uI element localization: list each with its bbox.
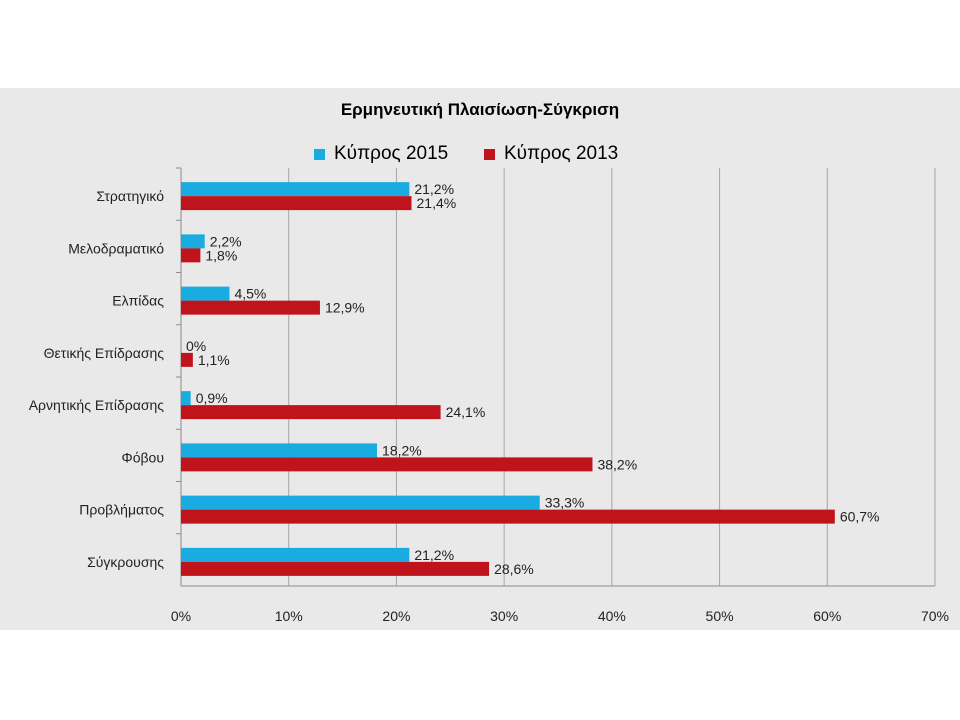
category-label: Σύγκρουσης xyxy=(87,554,164,570)
x-tick-label: 30% xyxy=(490,608,518,624)
data-label: 28,6% xyxy=(494,561,534,577)
x-tick-label: 70% xyxy=(921,608,949,624)
bar-2015 xyxy=(181,495,540,510)
category-label: Ελπίδας xyxy=(112,293,164,309)
data-label: 0% xyxy=(186,338,206,354)
data-label: 1,8% xyxy=(205,247,237,263)
data-label: 0,9% xyxy=(196,390,228,406)
data-label: 4,5% xyxy=(234,286,266,302)
chart-panel: 0% 10% 20% 30% 40% 50% 60% 70% Στρατηγικό 21,2% 21… xyxy=(0,88,960,630)
chart-plot: 0% 10% 20% 30% 40% 50% 60% 70%Στρατηγικό 21,2%21… xyxy=(29,167,949,624)
legend-label-2015: Κύπρος 2015 xyxy=(334,143,449,164)
legend-item-2013: Κύπρος 2013 xyxy=(484,140,618,168)
bar-2013 xyxy=(181,300,320,315)
legend-label-2013: Κύπρος 2013 xyxy=(504,143,619,164)
data-label: 38,2% xyxy=(597,456,637,472)
category-label: Θετικής Επίδρασης xyxy=(44,345,165,361)
data-label: 18,2% xyxy=(382,442,422,458)
legend-swatch-2015 xyxy=(314,148,325,160)
category-label: Στρατηγικό xyxy=(96,188,164,204)
category-label: Μελοδραματικό xyxy=(68,240,164,256)
bar-2013 xyxy=(181,352,193,367)
data-label: 21,2% xyxy=(414,181,454,197)
category-label: Φόβου xyxy=(122,449,164,465)
x-tick-label: 20% xyxy=(382,608,410,624)
bar-2013 xyxy=(181,561,490,576)
bar-2013 xyxy=(181,457,593,472)
data-label: 2,2% xyxy=(210,233,242,249)
bar-2013 xyxy=(181,509,835,524)
bar-2015 xyxy=(181,286,230,301)
category-label: Προβλήματος xyxy=(79,502,164,518)
data-label: 24,1% xyxy=(446,404,486,420)
chart-legend: Κύπρος 2015 Κύπρος 2013 xyxy=(0,140,960,168)
category-label: Αρνητικής Επίδρασης xyxy=(29,397,165,413)
data-label: 21,2% xyxy=(414,547,454,563)
data-label: 21,4% xyxy=(417,195,457,211)
data-label: 1,1% xyxy=(198,352,230,368)
x-tick-label: 10% xyxy=(275,608,303,624)
bar-2013 xyxy=(181,196,412,211)
bar-2013 xyxy=(181,405,441,420)
bar-2015 xyxy=(181,547,410,562)
legend-item-2015: Κύπρος 2015 xyxy=(314,140,448,168)
bar-2013 xyxy=(181,248,201,263)
bar-2015 xyxy=(181,443,378,458)
x-tick-label: 60% xyxy=(813,608,841,624)
data-label: 60,7% xyxy=(840,509,880,525)
bar-2015 xyxy=(181,391,191,406)
bar-2015 xyxy=(181,182,410,197)
x-tick-label: 0% xyxy=(171,608,191,624)
chart-title: Ερμηνευτική Πλαισίωση-Σύγκριση xyxy=(340,100,620,119)
legend-swatch-2013 xyxy=(484,148,495,160)
data-label: 33,3% xyxy=(545,495,585,511)
x-tick-label: 40% xyxy=(598,608,626,624)
data-label: 12,9% xyxy=(325,300,365,316)
bar-2015 xyxy=(181,234,205,249)
x-tick-label: 50% xyxy=(706,608,734,624)
